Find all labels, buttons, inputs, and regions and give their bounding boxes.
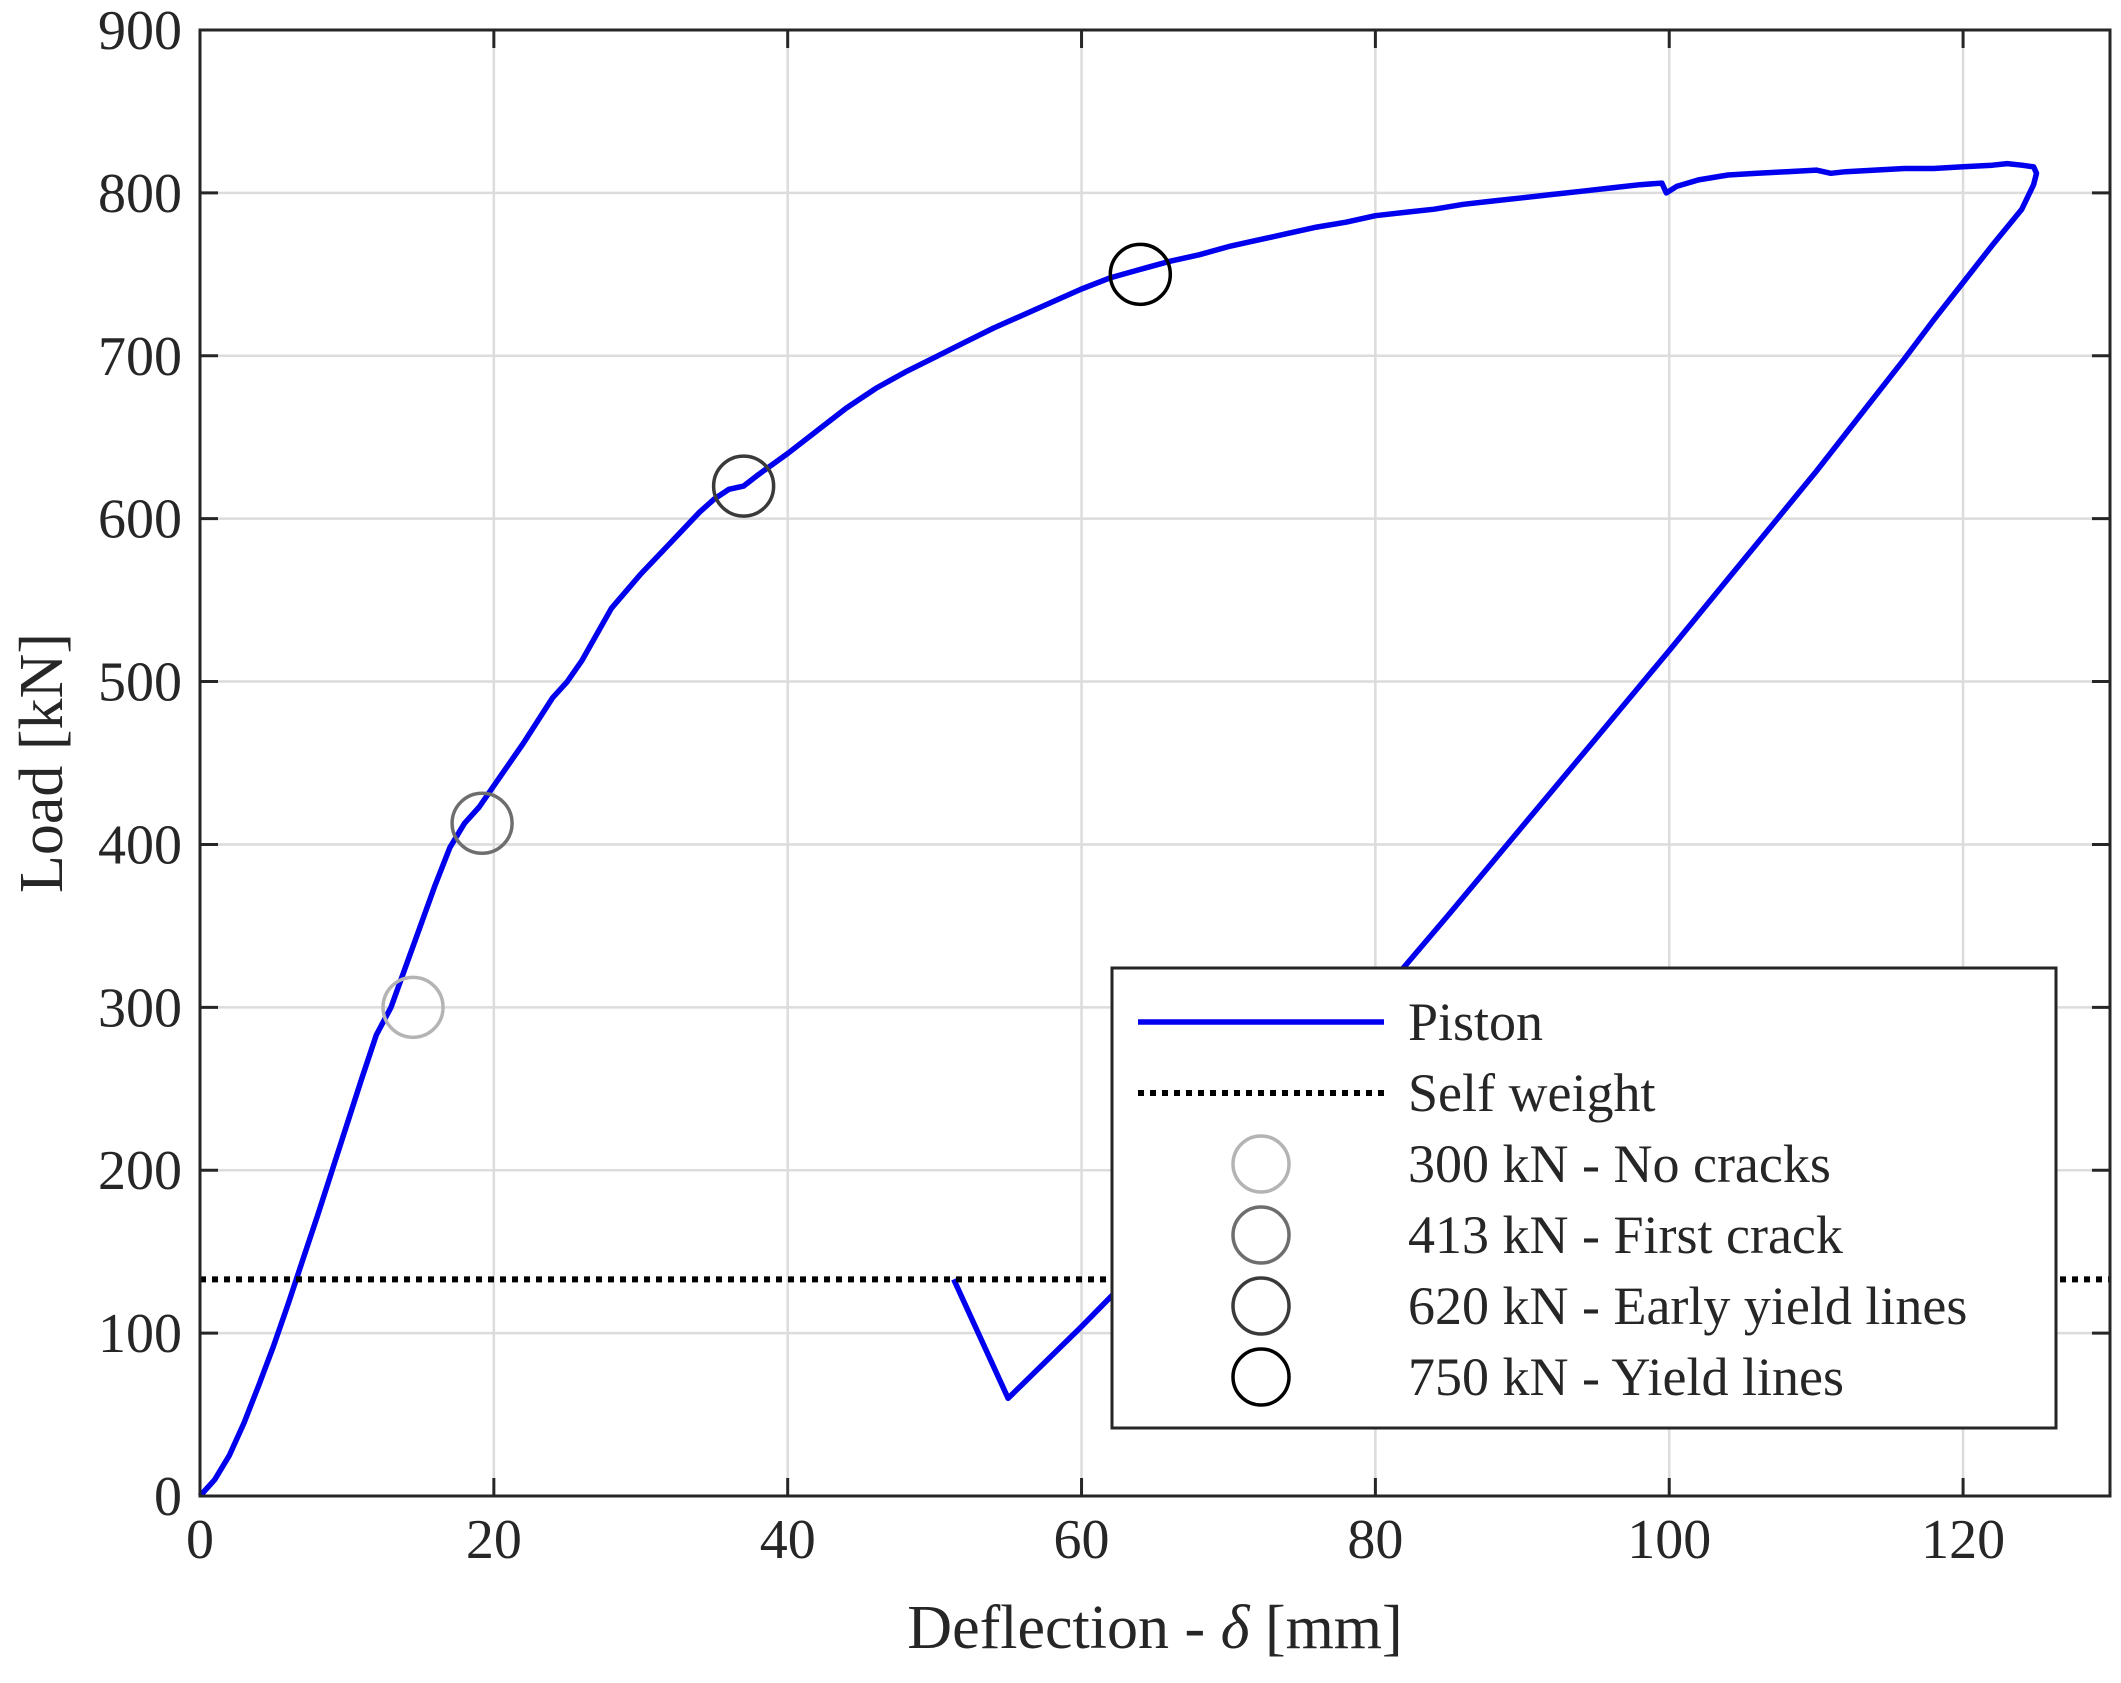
legend-marker-swatch (1231, 1347, 1291, 1407)
legend-label: 750 kN - Yield lines (1408, 1347, 1844, 1407)
x-axis-label-suffix: [mm] (1249, 1594, 1402, 1662)
y-tick-label: 200 (98, 1140, 182, 1202)
y-tick-label: 400 (98, 814, 182, 876)
y-tick-label: 900 (98, 0, 182, 62)
y-tick-label: 0 (154, 1466, 182, 1528)
load-stage-marker (1108, 242, 1173, 307)
piston-curve (197, 160, 2040, 1498)
load-stage-marker (450, 791, 514, 856)
x-axis-label: Deflection - δ [mm] (907, 1594, 1402, 1662)
x-tick-label: 80 (1347, 1509, 1403, 1571)
x-axis-label-symbol: δ (1221, 1594, 1251, 1662)
y-tick-label: 600 (98, 489, 182, 551)
x-tick-label: 20 (466, 1509, 522, 1571)
legend-marker-swatch (1231, 1134, 1291, 1194)
x-tick-label: 0 (186, 1509, 214, 1571)
legend-label: Piston (1408, 992, 1543, 1052)
legend-label: 300 kN - No cracks (1408, 1134, 1831, 1194)
y-tick-label: 100 (98, 1303, 182, 1365)
y-tick-label: 500 (98, 652, 182, 714)
legend-label: Self weight (1408, 1063, 1655, 1123)
axes-box (198, 28, 2112, 1498)
x-tick-label: 120 (1921, 1509, 2005, 1571)
legend-label: 413 kN - First crack (1408, 1205, 1843, 1265)
legend-items: Piston Self weight 300 kN - No cracks 413 k… (1138, 992, 1967, 1407)
legend-marker-swatch (1231, 1205, 1291, 1265)
legend: Piston Self weight 300 kN - No cracks 413 k… (1110, 966, 2058, 1430)
x-tick-label: 100 (1627, 1509, 1711, 1571)
x-tick-label: 60 (1054, 1509, 1110, 1571)
legend-marker-swatch (1231, 1276, 1291, 1336)
y-tick-label: 700 (98, 326, 182, 388)
grid (200, 30, 2110, 1496)
load-stage-marker (381, 975, 445, 1040)
load-stage-marker (711, 454, 776, 518)
x-tick-label: 40 (760, 1509, 816, 1571)
ticks: 0 20 40 60 80 100 120 0 100 200 300 400 500 600 700 800… (98, 0, 2110, 1571)
plot-area (197, 160, 2110, 1498)
y-axis-label: Load [kN] (8, 633, 76, 893)
y-tick-label: 800 (98, 163, 182, 225)
x-axis-label-prefix: Deflection - (907, 1594, 1220, 1662)
y-tick-label: 300 (98, 977, 182, 1039)
legend-label: 620 kN - Early yield lines (1408, 1276, 1967, 1336)
